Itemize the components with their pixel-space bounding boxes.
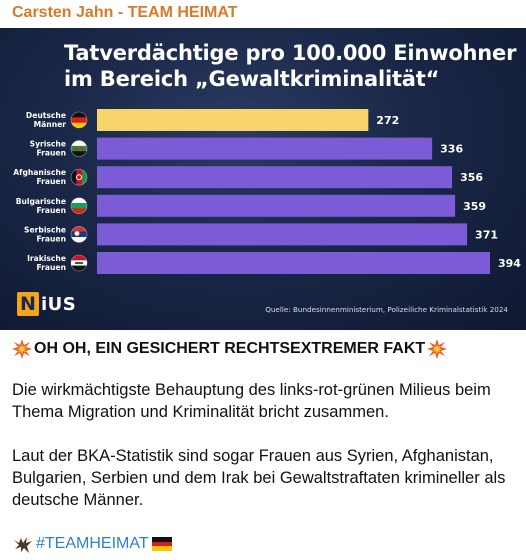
collision-icon (427, 339, 448, 359)
category-label: Afghanische (13, 168, 66, 177)
bar (97, 223, 468, 246)
flag-de-icon (70, 111, 88, 129)
bar-value-label: 394 (498, 257, 521, 270)
category-label: Frauen (36, 263, 66, 272)
bar-value-label: 359 (463, 200, 486, 213)
post-headline-text: OH OH, EIN GESICHERT RECHTSEXTREMER FAKT (34, 340, 426, 357)
post-body: OH OH, EIN GESICHERT RECHTSEXTREMER FAKT… (12, 338, 517, 511)
flag-iq-icon (70, 254, 88, 272)
channel-name[interactable]: Carsten Jahn - TEAM HEIMAT (12, 4, 238, 21)
chart-title-line1: Tatverdächtige pro 100.000 Einwohner (64, 41, 517, 65)
bar-value-label: 356 (460, 171, 483, 184)
category-label: Syrische (30, 140, 66, 149)
collision-icon (12, 339, 32, 359)
chart-source: Quelle: Bundesinnenministerium, Polizeil… (265, 305, 508, 314)
category-label: Deutsche (26, 111, 66, 120)
category-label: Frauen (36, 234, 66, 243)
chart-title-line2: im Bereich „Gewaltkriminalität“ (64, 67, 440, 91)
bar (97, 137, 433, 160)
post-paragraph: Die wirkmächtigste Behauptung des links-… (12, 381, 491, 421)
post-headline: OH OH, EIN GESICHERT RECHTSEXTREMER FAKT (12, 338, 517, 360)
flag-af-icon (70, 168, 88, 186)
eagle-icon (14, 537, 32, 553)
bar-value-label: 336 (440, 143, 463, 156)
flag-bg-icon (70, 197, 88, 215)
category-label: Irakische (27, 254, 66, 263)
bar (97, 166, 453, 189)
channel-header: Carsten Jahn - TEAM HEIMAT (0, 0, 526, 28)
nius-logo: N iUS (17, 292, 76, 316)
germany-flag-icon (151, 537, 172, 552)
bar (97, 194, 456, 217)
hashtag-line: #TEAMHEIMAT (12, 534, 172, 554)
category-label: Frauen (36, 177, 66, 186)
chart-title: Tatverdächtige pro 100.000 Einwohner im … (64, 40, 517, 92)
flag-rs-icon (70, 226, 88, 243)
category-label: Frauen (36, 149, 66, 158)
nius-logo-text: iUS (41, 293, 77, 315)
bar-value-label: 371 (475, 228, 498, 241)
category-label: Frauen (36, 206, 66, 215)
category-label: Serbische (24, 225, 66, 234)
bar-value-label: 272 (376, 114, 399, 127)
category-label: Männer (34, 120, 67, 129)
bar (97, 109, 369, 131)
post-paragraph: Laut der BKA-Statistik sind sogar Frauen… (12, 447, 506, 509)
post-image[interactable]: Tatverdächtige pro 100.000 Einwohner im … (0, 28, 526, 330)
category-label: Bulgarische (16, 197, 66, 206)
flag-sy-icon (70, 140, 88, 157)
hashtag-link[interactable]: #TEAMHEIMAT (36, 535, 149, 552)
nius-logo-mark: N (17, 292, 39, 316)
bar (97, 252, 490, 274)
